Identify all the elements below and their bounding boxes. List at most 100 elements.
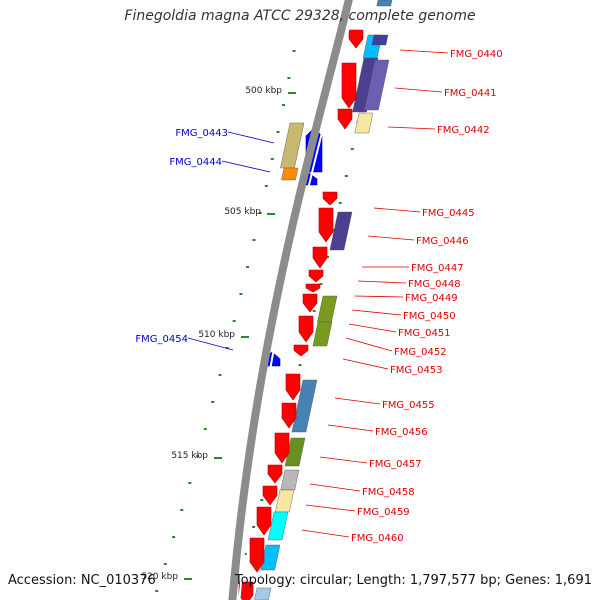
forward-gene-arrow — [305, 283, 321, 293]
scale-labels: 500 kbp 505 kbp 510 kbp 515 kbp 520 kbp — [141, 86, 296, 582]
forward-gene-label: FMG_0447 — [411, 263, 464, 274]
reverse-gene-label: FMG_0454 — [135, 334, 188, 345]
tick-dot — [298, 364, 302, 366]
cog-bar — [281, 167, 299, 181]
forward-gene-arrow — [256, 506, 272, 536]
forward-leader-line — [305, 504, 356, 512]
forward-leader-line — [301, 529, 350, 538]
cog-bar — [291, 379, 318, 433]
scale-label: 505 kbp — [224, 207, 261, 217]
cog-bar — [280, 122, 305, 169]
tick-dot — [225, 347, 229, 349]
forward-leader-line — [348, 323, 397, 333]
forward-gene-label: FMG_0457 — [369, 459, 422, 470]
forward-gene-label: FMG_0442 — [437, 125, 490, 136]
tick-dot — [232, 320, 236, 322]
tick-dot — [338, 202, 342, 204]
tick-dot — [350, 148, 354, 150]
tick-dot — [312, 310, 316, 312]
forward-leader-line — [342, 358, 389, 370]
forward-gene-arrow — [285, 373, 301, 401]
forward-leader-line — [334, 397, 381, 405]
forward-leader-line — [351, 309, 402, 316]
forward-gene-arrow — [262, 485, 278, 506]
forward-leader-line — [373, 207, 421, 213]
forward-leader-line — [319, 456, 368, 464]
tick-dot — [243, 553, 247, 555]
forward-gene-arrow — [312, 246, 328, 269]
cog-bar — [354, 112, 374, 134]
forward-leader-line — [394, 87, 443, 93]
tick-dot — [218, 374, 222, 376]
forward-gene-arrow — [293, 344, 309, 357]
cog-bar — [376, 0, 393, 7]
tick-dot — [163, 563, 167, 565]
cog-bar — [267, 511, 289, 541]
forward-gene-arrow — [249, 537, 265, 573]
forward-gene-label: FMG_0455 — [382, 400, 435, 411]
tick-dot — [258, 212, 262, 214]
scale-label: 500 kbp — [245, 86, 282, 96]
scale-label: 520 kbp — [141, 572, 178, 582]
tick-dot — [239, 293, 243, 295]
tick-dot — [172, 536, 176, 538]
tick-dot — [326, 256, 330, 258]
forward-gene-label: FMG_0451 — [398, 328, 451, 339]
forward-gene-label: FMG_0441 — [444, 88, 497, 99]
forward-gene-arrow — [267, 464, 283, 484]
reverse-gene-label: FMG_0443 — [175, 128, 228, 139]
scale-tick — [267, 213, 275, 215]
forward-leader-line — [309, 483, 361, 492]
forward-gene-arrow — [274, 432, 290, 464]
forward-gene-label: FMG_0458 — [362, 487, 415, 498]
reverse-leader-line — [227, 131, 275, 144]
tick-dot — [211, 401, 215, 403]
tick-dot — [188, 482, 192, 484]
genome-backbone — [228, 0, 357, 600]
forward-gene-label: FMG_0445 — [422, 208, 475, 219]
forward-leader-line — [354, 295, 404, 298]
forward-gene-arrow — [281, 402, 297, 429]
scale-label: 510 kbp — [198, 330, 235, 340]
tick-dot — [203, 428, 207, 430]
tick-dot — [196, 455, 200, 457]
forward-gene-label: FMG_0459 — [357, 507, 410, 518]
cog-bar — [317, 295, 338, 323]
tick-dot — [260, 499, 264, 501]
scale-tick — [241, 336, 249, 338]
scale-tick — [214, 457, 222, 459]
tick-dot — [155, 590, 159, 592]
cog-bar — [329, 211, 353, 251]
cog-bar — [280, 469, 300, 491]
reverse-leader-line — [187, 337, 234, 351]
forward-leader-line — [327, 424, 374, 432]
accession-text: Accession: NC_010376 — [8, 573, 156, 588]
scale-tick — [184, 578, 192, 580]
forward-gene-label: FMG_0449 — [405, 293, 458, 304]
forward-gene-label: FMG_0460 — [351, 533, 404, 544]
tick-dot — [252, 526, 256, 528]
forward-gene-arrow — [302, 293, 318, 313]
forward-gene-arrow — [341, 62, 357, 109]
tick-dot — [282, 104, 286, 106]
forward-gene-label: FMG_0453 — [390, 365, 443, 376]
forward-gene-arrow — [318, 207, 334, 243]
gene-labels: FMG_0440 FMG_0441 FMG_0442 FMG_0445 FMG_0446… — [135, 49, 502, 544]
cog-bar — [254, 587, 272, 600]
tick-dot — [292, 50, 296, 52]
forward-gene-label: FMG_0446 — [416, 236, 469, 247]
tick-dot — [252, 239, 256, 241]
forward-gene-label: FMG_0452 — [394, 347, 447, 358]
genome-title: Finegoldia magna ATCC 29328, complete ge… — [124, 8, 476, 24]
tick-dot — [270, 158, 274, 160]
forward-leader-line — [387, 126, 436, 130]
topology-summary: Topology: circular; Length: 1,797,577 bp… — [234, 573, 592, 588]
forward-leader-line — [345, 337, 393, 352]
scale-tick — [288, 92, 296, 94]
forward-leader-line — [399, 49, 449, 54]
forward-gene-arrow — [308, 269, 324, 283]
forward-gene-arrow — [337, 108, 353, 130]
tick-dot — [180, 509, 184, 511]
scale-label: 515 kbp — [171, 451, 208, 461]
